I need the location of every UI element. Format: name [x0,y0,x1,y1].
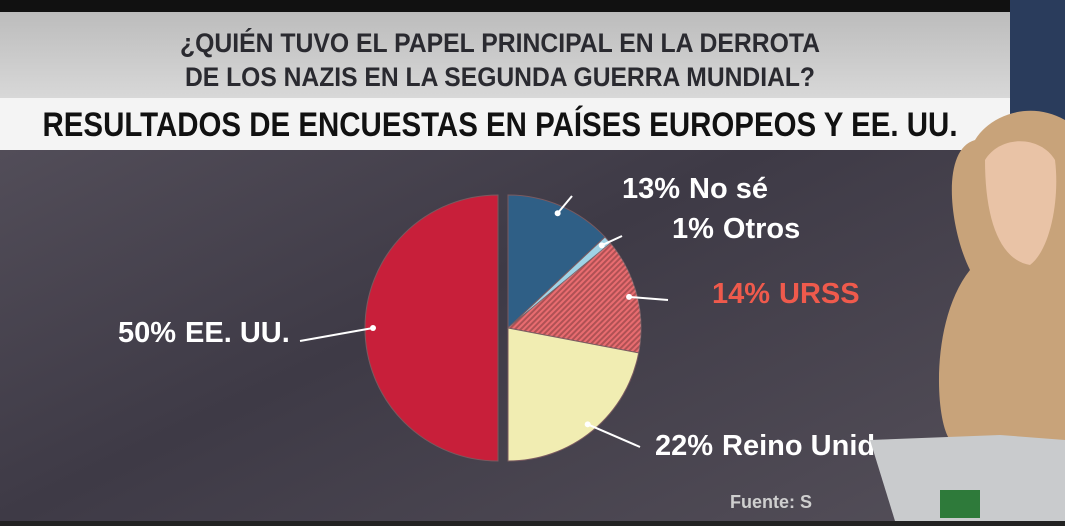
leader-line [601,235,623,247]
value-label: 1% [672,213,714,245]
value-label: 14% [712,278,770,310]
data-label: 22% Reino Unido [655,430,893,462]
desk [870,435,1065,521]
pie: 13% No sé 1% Otros 14% URSS 22% Reino Unido 50% E… [118,173,893,462]
value-label: 13% [622,173,680,205]
leader-dot [584,421,591,428]
logo [940,490,980,518]
category-label: No sé [689,173,768,205]
source: Fuente: S [730,492,812,512]
leader-dot [370,325,376,331]
pie-slice [507,194,606,330]
pie-slice [507,327,640,462]
category-label: EE. UU. [185,317,290,349]
category-label: Otros [723,213,800,245]
chart-subtitle: RESULTADOS DE ENCUESTAS EN PAÍSES EUROPE… [43,106,958,144]
presenter-face [985,141,1057,265]
leader-line [628,295,669,301]
top-edge [0,0,1065,12]
value-label: 50% [118,317,176,349]
data-label: 1% Otros [672,213,800,245]
leader-line [587,423,641,448]
data-label: 50% EE. UU. [118,317,290,349]
data-label: 14% URSS [712,278,860,310]
category-label: Reino Unido [722,430,893,462]
pie-slice [364,194,499,462]
chart-title: DE LOS NAZIS EN LA SEGUNDA GUERRA MUNDIA… [185,62,815,92]
chart-title: ¿QUIÉN TUVO EL PAPEL PRINCIPAL EN LA DER… [180,27,820,58]
leader-line [556,195,573,214]
leader-dot [598,242,605,249]
leader-line [299,327,374,342]
category-label: URSS [779,278,860,310]
value-label: 22% [655,430,713,462]
leader-dot [554,210,561,217]
data-label: 13% No sé [622,173,768,205]
leader-dot [626,293,633,300]
subtitle-band [0,98,1010,150]
slice-hatch [508,243,642,353]
title-band [0,12,1010,98]
